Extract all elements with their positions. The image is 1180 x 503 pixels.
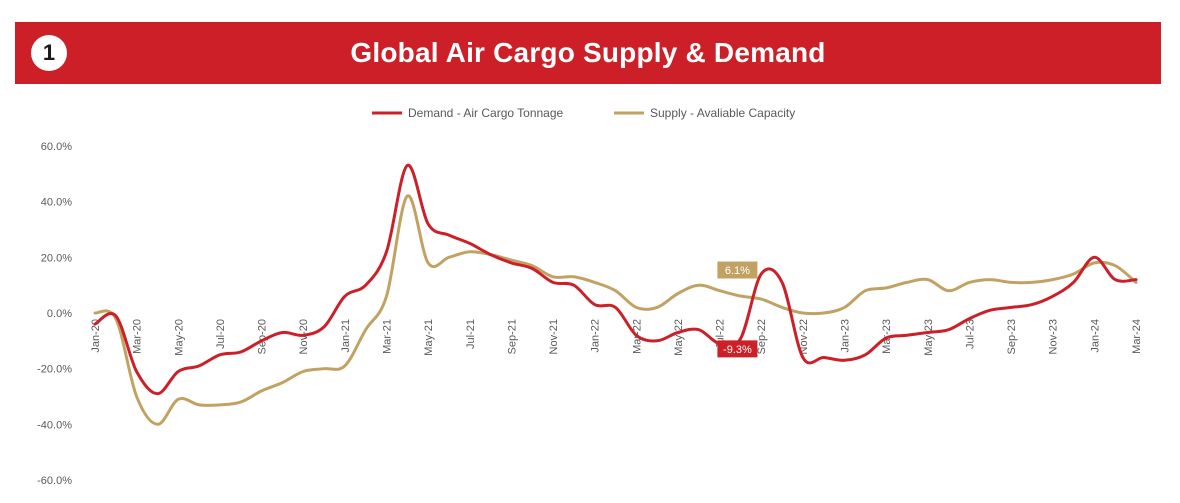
x-tick-label: Jan-24	[1089, 319, 1101, 353]
legend-label: Supply - Avaliable Capacity	[650, 106, 795, 120]
y-axis: 60.0% 40.0% 20.0% 0.0% -20.0% -40.0% -60.0%	[37, 141, 72, 487]
demand-series-line	[93, 163, 1138, 396]
y-tick-label: 40.0%	[41, 197, 72, 209]
x-tick-label: Nov-23	[1048, 319, 1060, 354]
y-tick-label: -40.0%	[37, 419, 72, 431]
demand-data-label-box	[717, 340, 758, 358]
x-tick-label: Nov-22	[798, 319, 810, 354]
chart-title: Global Air Cargo Supply & Demand	[350, 37, 826, 68]
x-tick-label: May-20	[173, 319, 185, 356]
x-tick-label: Mar-21	[381, 319, 393, 354]
legend-label: Demand - Air Cargo Tonnage	[408, 106, 564, 120]
section-number-badge: 1	[31, 35, 67, 71]
supply-series-line	[93, 194, 1138, 426]
x-tick-label: Sep-22	[756, 319, 768, 354]
y-tick-label: 0.0%	[47, 308, 72, 320]
demand-data-label: -9.3%	[723, 344, 752, 356]
x-tick-label: Jan-21	[340, 319, 352, 353]
x-tick-label: Sep-21	[506, 319, 518, 354]
x-tick-label: Sep-23	[1006, 319, 1018, 354]
y-tick-label: 60.0%	[41, 141, 72, 153]
series-layer	[93, 163, 1138, 426]
x-tick-label: Jul-21	[465, 319, 477, 349]
x-tick-label: May-21	[423, 319, 435, 356]
x-tick-label: May-22	[673, 319, 685, 356]
y-tick-label: 20.0%	[41, 252, 72, 264]
supply-data-label: 6.1%	[725, 265, 750, 277]
x-tick-label: Jul-23	[964, 319, 976, 349]
x-tick-label: Nov-20	[298, 319, 310, 354]
x-tick-label: Jan-22	[590, 319, 602, 353]
x-tick-label: Jul-20	[215, 319, 227, 349]
x-tick-label: Sep-20	[257, 319, 269, 354]
x-tick-label: Mar-20	[132, 319, 144, 354]
supply-data-label-box	[717, 261, 758, 279]
x-tick-label: Jan-20	[90, 319, 102, 353]
chart-title-banner: 1 Global Air Cargo Supply & Demand	[15, 22, 1161, 84]
x-tick-label: Jan-23	[840, 319, 852, 353]
y-tick-label: -60.0%	[37, 475, 72, 487]
x-tick-label: Nov-21	[548, 319, 560, 354]
x-tick-label: Mar-24	[1131, 319, 1143, 354]
annotation-layer: 6.1% -9.3%	[717, 261, 758, 358]
chart-legend: Demand - Air Cargo Tonnage Supply - Avali…	[372, 106, 795, 120]
x-tick-label: May-23	[923, 319, 935, 356]
y-tick-label: -20.0%	[37, 364, 72, 376]
